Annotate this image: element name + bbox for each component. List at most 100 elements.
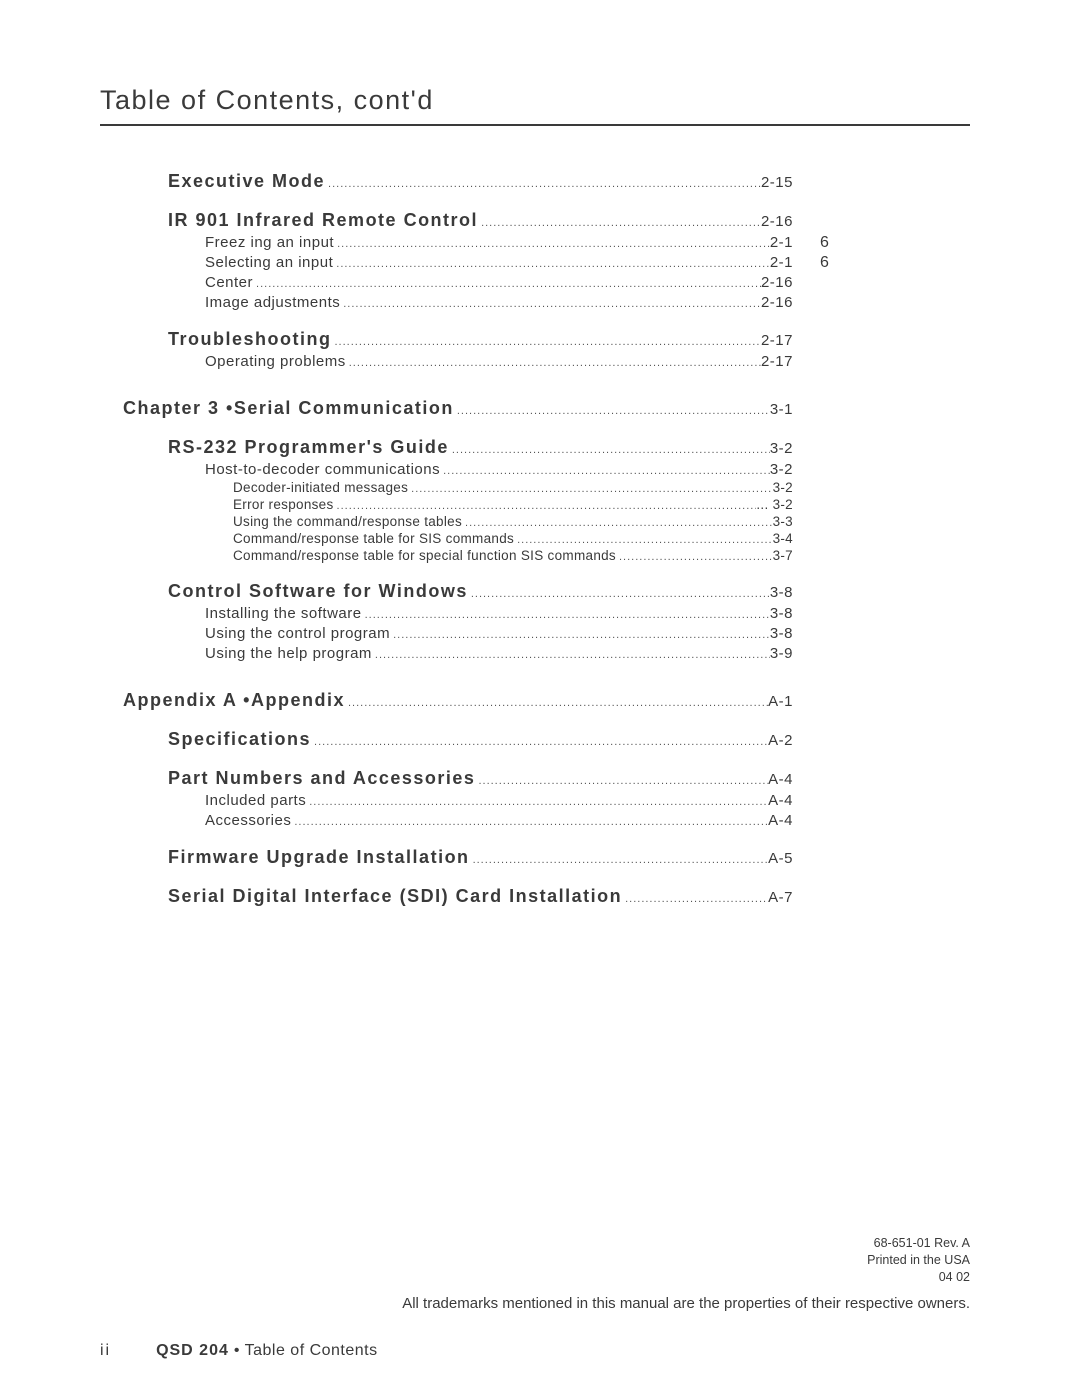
toc-leader-dots: ........................................…: [616, 551, 773, 563]
toc-label: Specifications: [168, 729, 311, 750]
toc-entry: Decoder-initiated messages..............…: [233, 480, 793, 495]
toc-page-ref: 2-16: [761, 213, 793, 230]
toc-label: Accessories: [205, 812, 291, 829]
toc-label: IR 901 Infrared Remote Control: [168, 210, 478, 231]
toc-label: Included parts: [205, 792, 306, 809]
toc-leader-dots: ........................................…: [468, 588, 770, 600]
toc-entry: Image adjustments.......................…: [205, 294, 793, 311]
toc-leader-dots: ........................................…: [334, 500, 757, 512]
toc-leader-dots: ........................................…: [440, 465, 770, 477]
toc-page-ref: A-2: [768, 732, 793, 749]
toc-label: Command/response table for SIS commands: [233, 531, 514, 546]
toc-leader-dots: ........................................…: [332, 336, 761, 348]
toc-leader-dots: ........................................…: [333, 258, 770, 270]
toc-leader-dots: ........................................…: [408, 483, 772, 495]
toc-page-ref: A-4: [768, 812, 793, 829]
toc-leader-dots: ........................................…: [478, 217, 761, 229]
toc-label: RS-232 Programmer's Guide: [168, 437, 449, 458]
toc-leader-dots: ........................................…: [253, 278, 761, 290]
toc-page-ref: 2-16: [761, 294, 793, 311]
toc-entry: Appendix A •Appendix....................…: [123, 690, 793, 711]
toc-page-ref: ... 3-2: [756, 497, 793, 512]
toc-entry: Using the command/response tables.......…: [233, 514, 793, 529]
toc-page-ref: A-4: [768, 792, 793, 809]
toc-label: Installing the software: [205, 605, 362, 622]
toc-entry: RS-232 Programmer's Guide...............…: [168, 437, 793, 458]
toc-page-ref: 2-17: [761, 353, 793, 370]
printed-in: Printed in the USA: [100, 1252, 970, 1269]
toc-page-ref: 3-2: [773, 480, 793, 495]
footer-section: Table of Contents: [245, 1342, 378, 1359]
toc-entry: Specifications..........................…: [168, 729, 793, 750]
toc-page-ref: 2-1: [770, 234, 793, 251]
toc-leader-dots: ........................................…: [514, 534, 773, 546]
toc-label: Center: [205, 274, 253, 291]
toc-entry: Operating problems......................…: [205, 353, 793, 370]
page-footer: ii QSD 204 • Table of Contents: [100, 1342, 378, 1360]
page-content: Table of Contents, cont'd Executive Mode…: [100, 85, 970, 909]
toc-leader-dots: ........................................…: [362, 609, 770, 621]
toc-page-ref: 3-2: [770, 461, 793, 478]
toc-page-ref: A-1: [768, 693, 793, 710]
toc-label: Part Numbers and Accessories: [168, 768, 475, 789]
toc-page-ref: 3-8: [770, 625, 793, 642]
toc-leader-dots: ........................................…: [345, 697, 768, 709]
toc-page-ref: 3-7: [773, 548, 793, 563]
toc-list: Executive Mode..........................…: [100, 171, 793, 907]
product-name: QSD 204: [156, 1342, 229, 1359]
toc-leader-dots: ........................................…: [449, 444, 770, 456]
toc-entry: Freez ing an input......................…: [205, 234, 793, 251]
toc-entry: Troubleshooting.........................…: [168, 329, 793, 350]
toc-leader-dots: ........................................…: [390, 629, 770, 641]
toc-leader-dots: ........................................…: [291, 816, 768, 828]
toc-entry: Command/response table for special funct…: [233, 548, 793, 563]
toc-entry: Executive Mode..........................…: [168, 171, 793, 192]
toc-leader-dots: ........................................…: [346, 357, 761, 369]
toc-entry: Command/response table for SIS commands.…: [233, 531, 793, 546]
toc-leader-dots: ........................................…: [462, 517, 773, 529]
footer-meta: 68-651-01 Rev. A Printed in the USA 04 0…: [100, 1235, 970, 1286]
toc-label: Serial Digital Interface (SDI) Card Inst…: [168, 886, 622, 907]
toc-label: Executive Mode: [168, 171, 325, 192]
toc-entry: Selecting an input......................…: [205, 254, 793, 271]
toc-page-ref: A-5: [768, 850, 793, 867]
toc-leader-dots: ........................................…: [454, 405, 770, 417]
doc-date: 04 02: [100, 1269, 970, 1286]
toc-page-ref: 2-16: [761, 274, 793, 291]
toc-entry: Included parts..........................…: [205, 792, 793, 809]
toc-label: Appendix A •Appendix: [123, 690, 345, 711]
toc-page-ref: A-4: [768, 771, 793, 788]
toc-label: Host-to-decoder communications: [205, 461, 440, 478]
toc-page-ref: 3-8: [770, 584, 793, 601]
toc-leader-dots: ........................................…: [475, 775, 768, 787]
toc-label: Using the help program: [205, 645, 372, 662]
toc-label: Using the control program: [205, 625, 390, 642]
toc-entry: Installing the software.................…: [205, 605, 793, 622]
toc-page-ref: 3-3: [773, 514, 793, 529]
toc-label: Chapter 3 •Serial Communication: [123, 398, 454, 419]
doc-revision: 68-651-01 Rev. A: [100, 1235, 970, 1252]
toc-entry: Using the help program..................…: [205, 645, 793, 662]
page-title: Table of Contents, cont'd: [100, 85, 970, 126]
toc-label: Selecting an input: [205, 254, 333, 271]
toc-entry: Chapter 3 •Serial Communication.........…: [123, 398, 793, 419]
toc-entry: Using the control program...............…: [205, 625, 793, 642]
toc-margin-note: 6: [820, 234, 829, 252]
toc-page-ref: A-7: [768, 889, 793, 906]
toc-entry: Error responses.........................…: [233, 497, 793, 512]
toc-page-ref: 3-1: [770, 401, 793, 418]
toc-entry: Part Numbers and Accessories............…: [168, 768, 793, 789]
footer-separator: •: [234, 1342, 240, 1359]
toc-label: Using the command/response tables: [233, 514, 462, 529]
toc-page-ref: 3-2: [770, 440, 793, 457]
toc-entry: Control Software for Windows............…: [168, 581, 793, 602]
toc-page-ref: 3-4: [773, 531, 793, 546]
toc-label: Troubleshooting: [168, 329, 332, 350]
toc-entry: Firmware Upgrade Installation...........…: [168, 847, 793, 868]
toc-leader-dots: ........................................…: [325, 178, 761, 190]
toc-leader-dots: ........................................…: [334, 238, 770, 250]
toc-label: Decoder-initiated messages: [233, 480, 408, 495]
toc-page-ref: 2-1: [770, 254, 793, 271]
toc-label: Image adjustments: [205, 294, 340, 311]
toc-leader-dots: ........................................…: [470, 854, 769, 866]
